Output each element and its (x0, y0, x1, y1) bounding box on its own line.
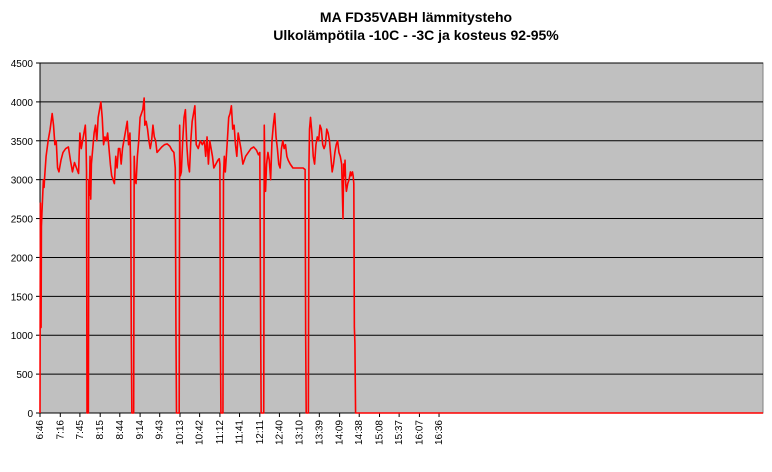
x-tick-label: 11:41 (235, 420, 246, 445)
x-tick-label: 8:44 (115, 420, 126, 440)
chart-subtitle: Ulkolämpötila -10C - -3C ja kosteus 92-9… (273, 27, 559, 43)
x-tick-label: 14:09 (335, 420, 346, 445)
x-tick-label: 12:40 (274, 420, 285, 445)
y-tick-label: 0 (27, 409, 33, 420)
y-tick-label: 3500 (11, 137, 34, 148)
x-tick-label: 7:16 (55, 420, 66, 440)
x-tick-label: 9:14 (135, 420, 146, 440)
x-tick-label: 13:10 (295, 420, 306, 445)
y-tick-label: 3000 (11, 176, 34, 187)
x-tick-label: 16:07 (414, 420, 425, 445)
x-tick-label: 16:36 (434, 420, 445, 445)
x-tick-label: 12:11 (255, 420, 266, 445)
y-tick-label: 1000 (11, 331, 34, 342)
x-tick-label: 15:08 (375, 420, 386, 445)
x-tick-label: 8:15 (95, 420, 106, 440)
x-tick-label: 10:42 (195, 420, 206, 445)
y-tick-label: 1500 (11, 292, 34, 303)
plot-area (39, 62, 764, 414)
x-tick-label: 6:46 (35, 420, 46, 440)
data-series-line (39, 97, 763, 414)
y-tick-label: 2000 (11, 253, 34, 264)
x-tick-label: 13:39 (314, 420, 325, 445)
y-tick-label: 4000 (11, 98, 34, 109)
x-tick-label: 7:45 (75, 420, 86, 440)
y-tick-label: 4500 (11, 59, 34, 70)
x-tick-label: 11:12 (215, 420, 226, 445)
y-tick-label: 2500 (11, 215, 34, 226)
y-tick-label: 500 (16, 370, 33, 381)
x-tick-label: 15:37 (394, 420, 405, 445)
x-tick-label: 10:13 (175, 420, 186, 445)
x-tick-label: 14:38 (354, 420, 365, 445)
chart-title: MA FD35VABH lämmitysteho (319, 9, 513, 25)
x-tick-label: 9:43 (155, 420, 166, 440)
